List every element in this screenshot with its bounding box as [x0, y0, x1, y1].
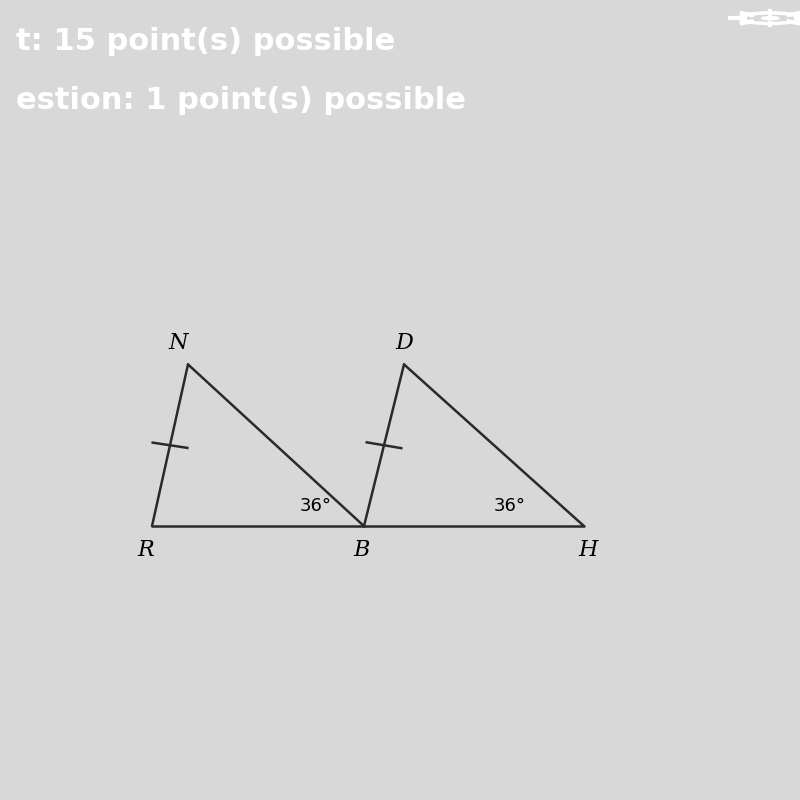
- Text: estion: 1 point(s) possible: estion: 1 point(s) possible: [16, 86, 466, 115]
- Circle shape: [762, 17, 779, 20]
- Text: 36°: 36°: [300, 498, 332, 515]
- Text: N: N: [169, 333, 188, 354]
- Text: 36°: 36°: [494, 498, 526, 515]
- Text: H: H: [578, 539, 598, 562]
- Text: t: 15 point(s) possible: t: 15 point(s) possible: [16, 27, 395, 57]
- Text: D: D: [395, 333, 413, 354]
- Text: R: R: [138, 539, 154, 562]
- Text: B: B: [354, 539, 370, 562]
